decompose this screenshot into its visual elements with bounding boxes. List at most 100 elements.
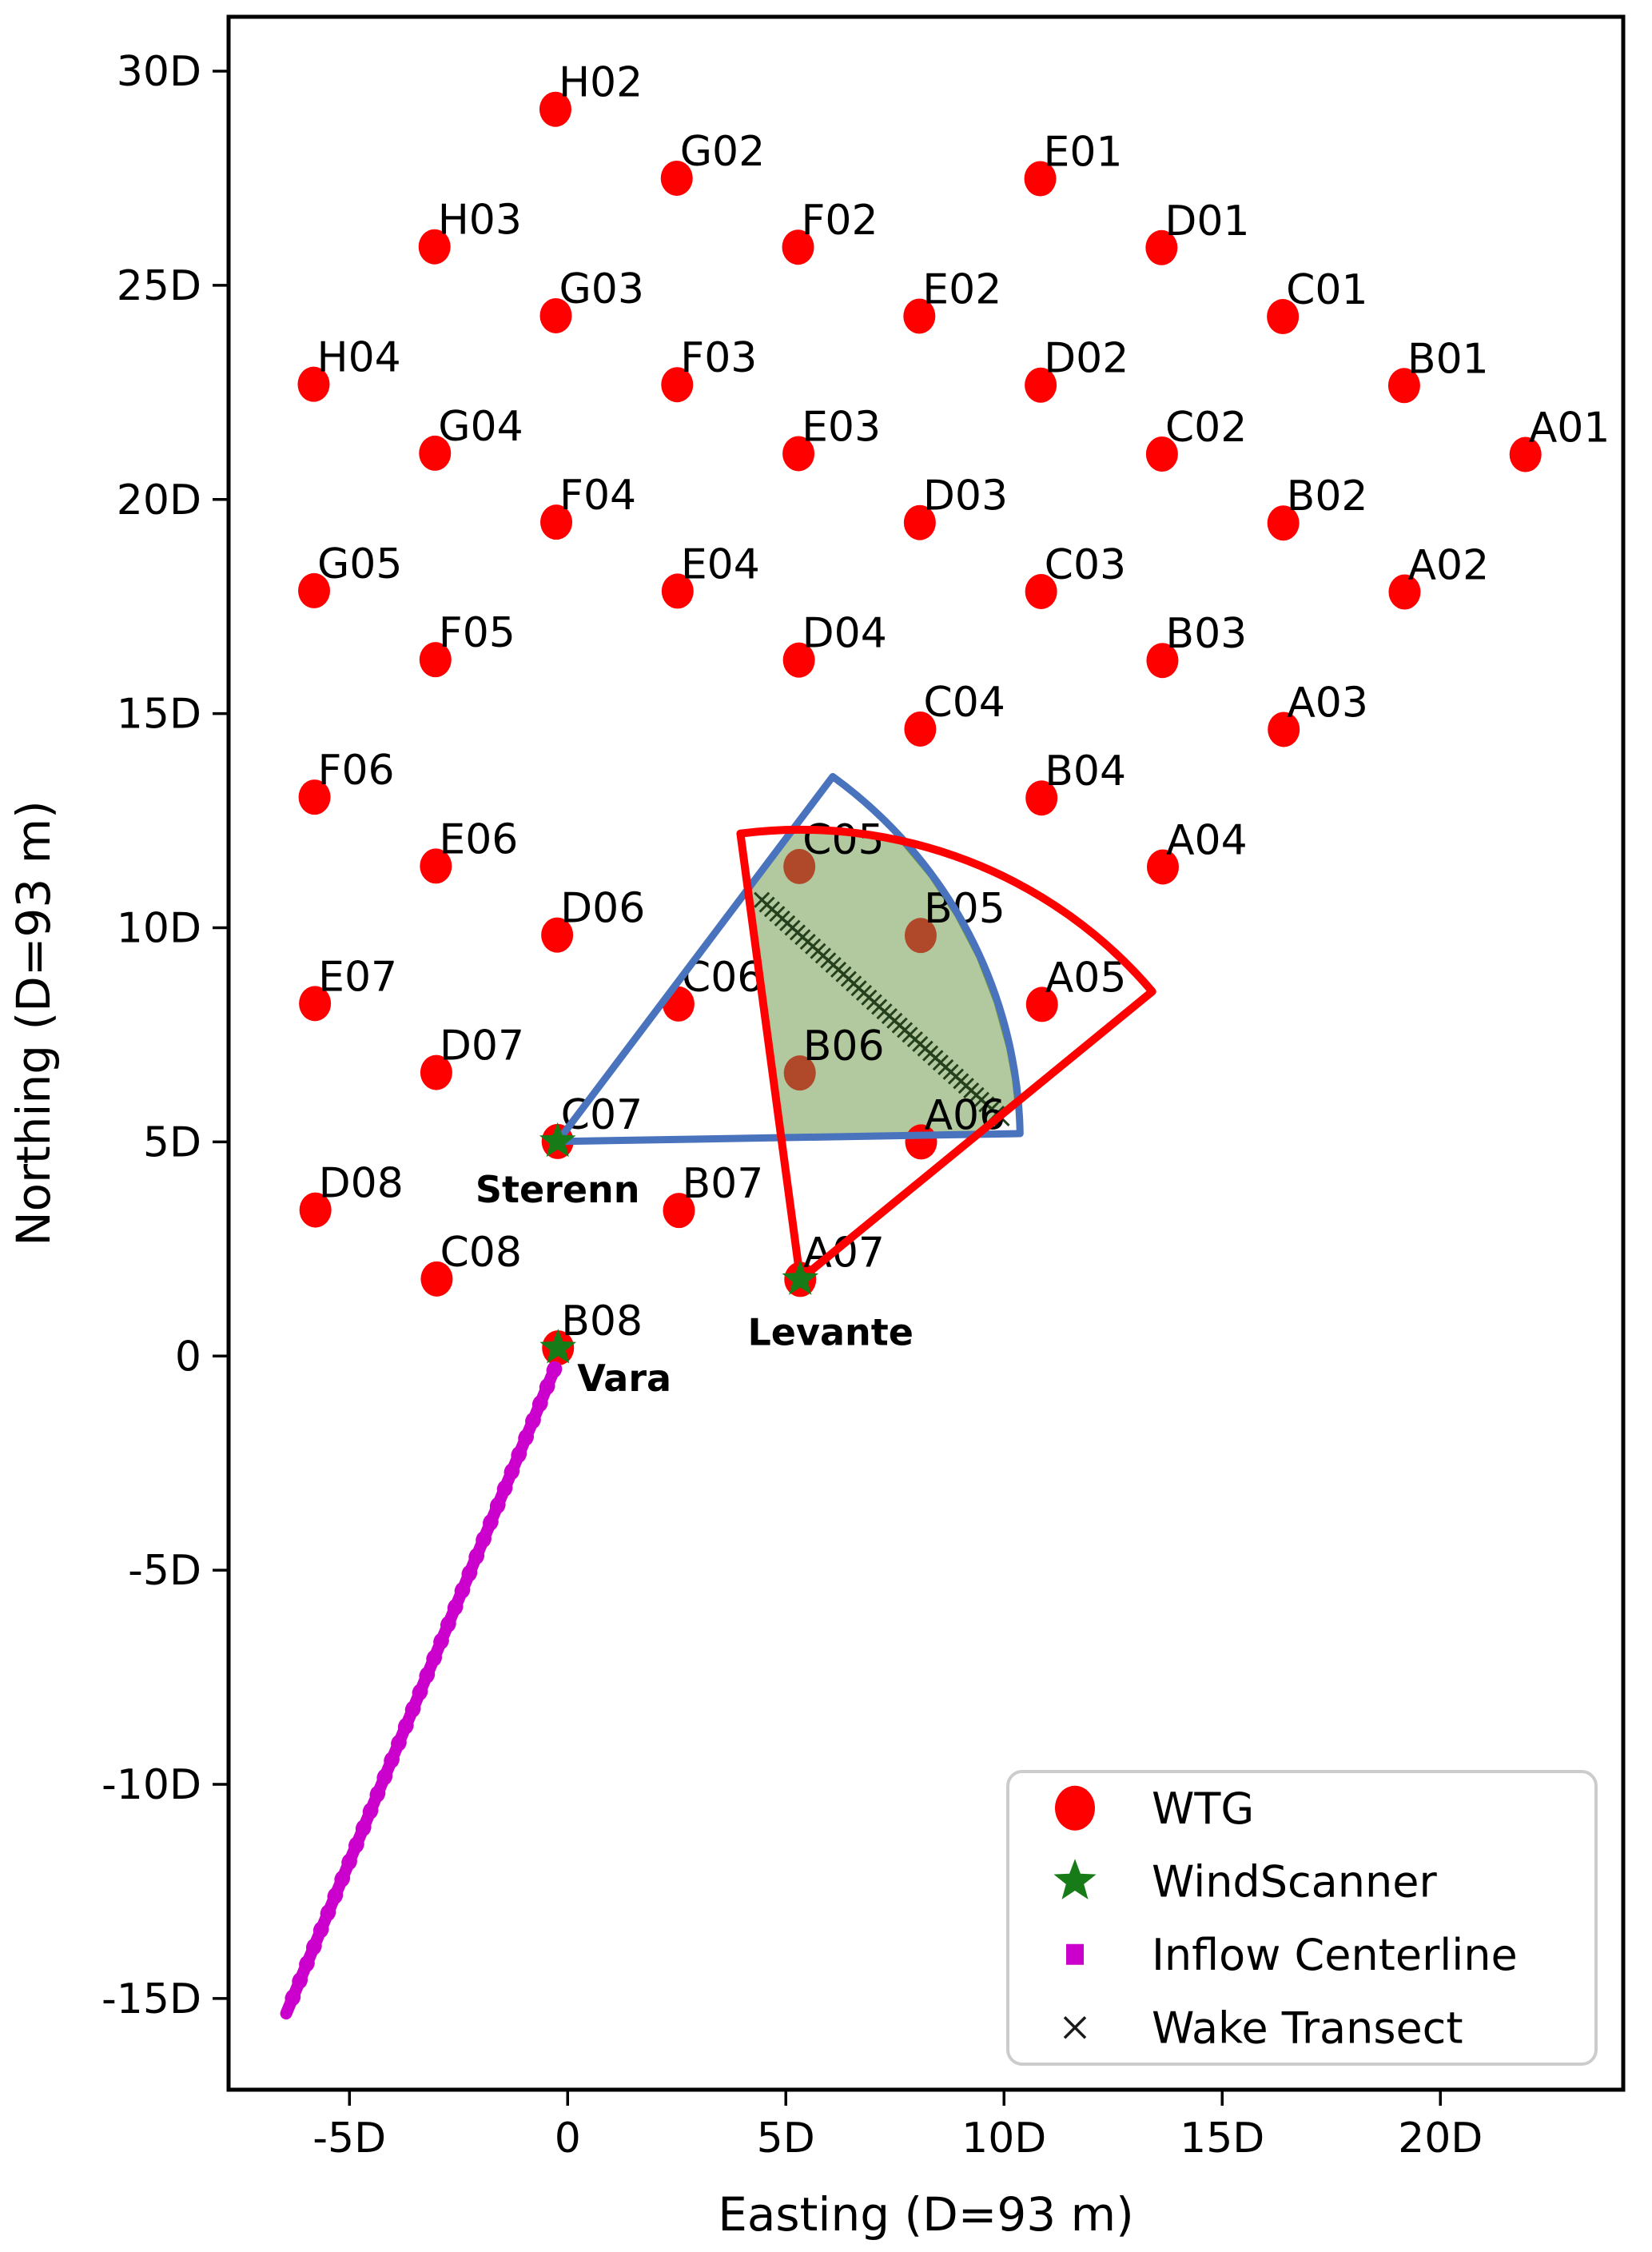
sterenn-blue-sector [554, 772, 1024, 1146]
wake-transect-layer [754, 891, 1010, 1126]
wtg-label-H02: H02 [559, 59, 643, 107]
x-tick-label: -5D [312, 2114, 386, 2162]
wtg-label-A03: A03 [1287, 679, 1368, 727]
wtg-label-E04: E04 [681, 540, 760, 588]
windscanner-star-vara [539, 1329, 577, 1364]
y-tick-label: 25D [117, 262, 201, 310]
wtg-label-B02: B02 [1287, 472, 1368, 520]
wtg-dot-E04 [661, 573, 694, 609]
windscanner-star-sterenn [539, 1122, 576, 1158]
wtg-dot-D04 [782, 642, 815, 678]
wtg-label-C08: C08 [440, 1229, 521, 1277]
wtg-label-H04: H04 [316, 334, 400, 382]
wtg-label-F04: F04 [559, 472, 636, 520]
wtg-dot-D08 [299, 1192, 332, 1228]
wtg-label-F02: F02 [802, 197, 878, 245]
inflow-centerline-core [280, 1362, 561, 2020]
wtg-dot-G03 [539, 297, 572, 333]
wtg-label-F06: F06 [318, 747, 395, 795]
wtg-dot-E02 [903, 298, 936, 334]
wtg-label-B03: B03 [1165, 610, 1247, 658]
wtg-label-G02: G02 [680, 128, 765, 176]
inflow-centerline-layer [278, 1361, 563, 2022]
wtg-label-G03: G03 [559, 265, 643, 313]
wtg-dot-C02 [1145, 436, 1178, 472]
wtg-dot-H03 [418, 229, 451, 265]
wtg-dot-C04 [904, 711, 937, 747]
wtg-label-C02: C02 [1165, 404, 1247, 452]
legend: WTG WindScanner Inflow Centerline Wake Tran… [1006, 1770, 1598, 2066]
wtg-label-B01: B01 [1407, 335, 1489, 383]
wtg-dot-E01 [1024, 161, 1057, 197]
wtg-dot-C03 [1025, 573, 1057, 609]
wtg-dot-D03 [903, 504, 936, 540]
wtg-dot-A04 [1146, 849, 1179, 885]
wtg-dot-H04 [297, 366, 330, 402]
legend-item-windscanner: WindScanner [1053, 1856, 1437, 1907]
legend-label: Inflow Centerline [1152, 1930, 1518, 1980]
wtg-dot-G02 [660, 160, 693, 196]
wtg-dot-A02 [1388, 574, 1421, 610]
axes-layer: -5D 0 5D 10D 15D 20D 30D 25D 20D 15D 10D 5D 0 -5D -10D… [102, 48, 1483, 2162]
x-axis-title: Easting (D=93 m) [718, 2187, 1134, 2242]
y-tick-label: 20D [117, 476, 201, 524]
wtg-dot-E03 [782, 436, 815, 472]
wtg-label-F03: F03 [680, 334, 757, 382]
wtg-layer: A01A02A03A04A05A06A07B01B02B03B04B05B06B… [297, 59, 1610, 1366]
wtg-label-D06: D06 [560, 885, 645, 933]
wtg-label-B08: B08 [561, 1297, 643, 1345]
x-tick-label: 5D [757, 2114, 815, 2162]
wtg-dot-D02 [1025, 367, 1057, 403]
wtg-dot-B01 [1387, 368, 1420, 404]
wtg-label-B04: B04 [1045, 747, 1126, 795]
wtg-label-C05: C05 [802, 816, 884, 864]
legend-label: Wake Transect [1152, 2003, 1463, 2053]
x-tick-label: 0 [555, 2114, 581, 2162]
wtg-label-E02: E02 [922, 265, 1001, 313]
wtg-dot-G05 [298, 572, 331, 608]
legend-item-wake-transect: Wake Transect [1063, 2003, 1463, 2053]
legend-windscanner-star-icon [1053, 1859, 1097, 1899]
windscanner-name-vara: Vara [577, 1357, 671, 1400]
y-tick-label: 10D [117, 905, 201, 953]
windscanner-layer: Sterenn Levante Vara [476, 1122, 914, 1400]
y-tick-label: 0 [175, 1333, 201, 1381]
wtg-dot-F05 [419, 642, 452, 678]
wtg-dot-E07 [299, 986, 332, 1022]
wtg-label-B07: B07 [682, 1160, 763, 1208]
wtg-dot-F06 [298, 779, 331, 815]
wtg-label-G04: G04 [438, 403, 523, 451]
wtg-label-D01: D01 [1164, 197, 1249, 245]
wtg-label-A04: A04 [1166, 816, 1248, 864]
legend-wake-x-icon [1063, 2016, 1087, 2039]
wtg-label-D02: D02 [1044, 335, 1129, 383]
wtg-dot-B05 [904, 918, 937, 954]
legend-inflow-square-icon [1066, 1943, 1084, 1965]
wtg-dot-F03 [661, 367, 694, 403]
wtg-label-E07: E07 [318, 953, 397, 1001]
wtg-dot-D01 [1145, 229, 1178, 265]
x-tick-label: 20D [1398, 2114, 1483, 2162]
wtg-label-H03: H03 [438, 197, 522, 245]
wtg-label-C03: C03 [1045, 541, 1126, 589]
y-tick-label: -5D [128, 1547, 201, 1595]
wtg-label-E06: E06 [439, 815, 518, 863]
wtg-label-D08: D08 [319, 1160, 404, 1208]
wtg-dot-B02 [1267, 505, 1300, 541]
wtg-label-G05: G05 [317, 540, 402, 588]
wtg-dot-A03 [1268, 711, 1300, 747]
y-axis-title: Northing (D=93 m) [6, 800, 61, 1246]
wtg-label-C04: C04 [923, 679, 1005, 727]
wtg-label-D04: D04 [802, 610, 887, 658]
y-tick-label: 30D [117, 48, 201, 96]
levante-red-sector [736, 825, 1156, 1284]
y-tick-label: 5D [143, 1118, 201, 1166]
wtg-dot-B06 [783, 1055, 816, 1091]
x-tick-label: 15D [1180, 2114, 1264, 2162]
wtg-label-A01: A01 [1529, 405, 1610, 452]
y-tick-label: 15D [117, 691, 201, 739]
wtg-dot-B07 [663, 1193, 695, 1229]
wtg-dot-A05 [1025, 986, 1058, 1022]
